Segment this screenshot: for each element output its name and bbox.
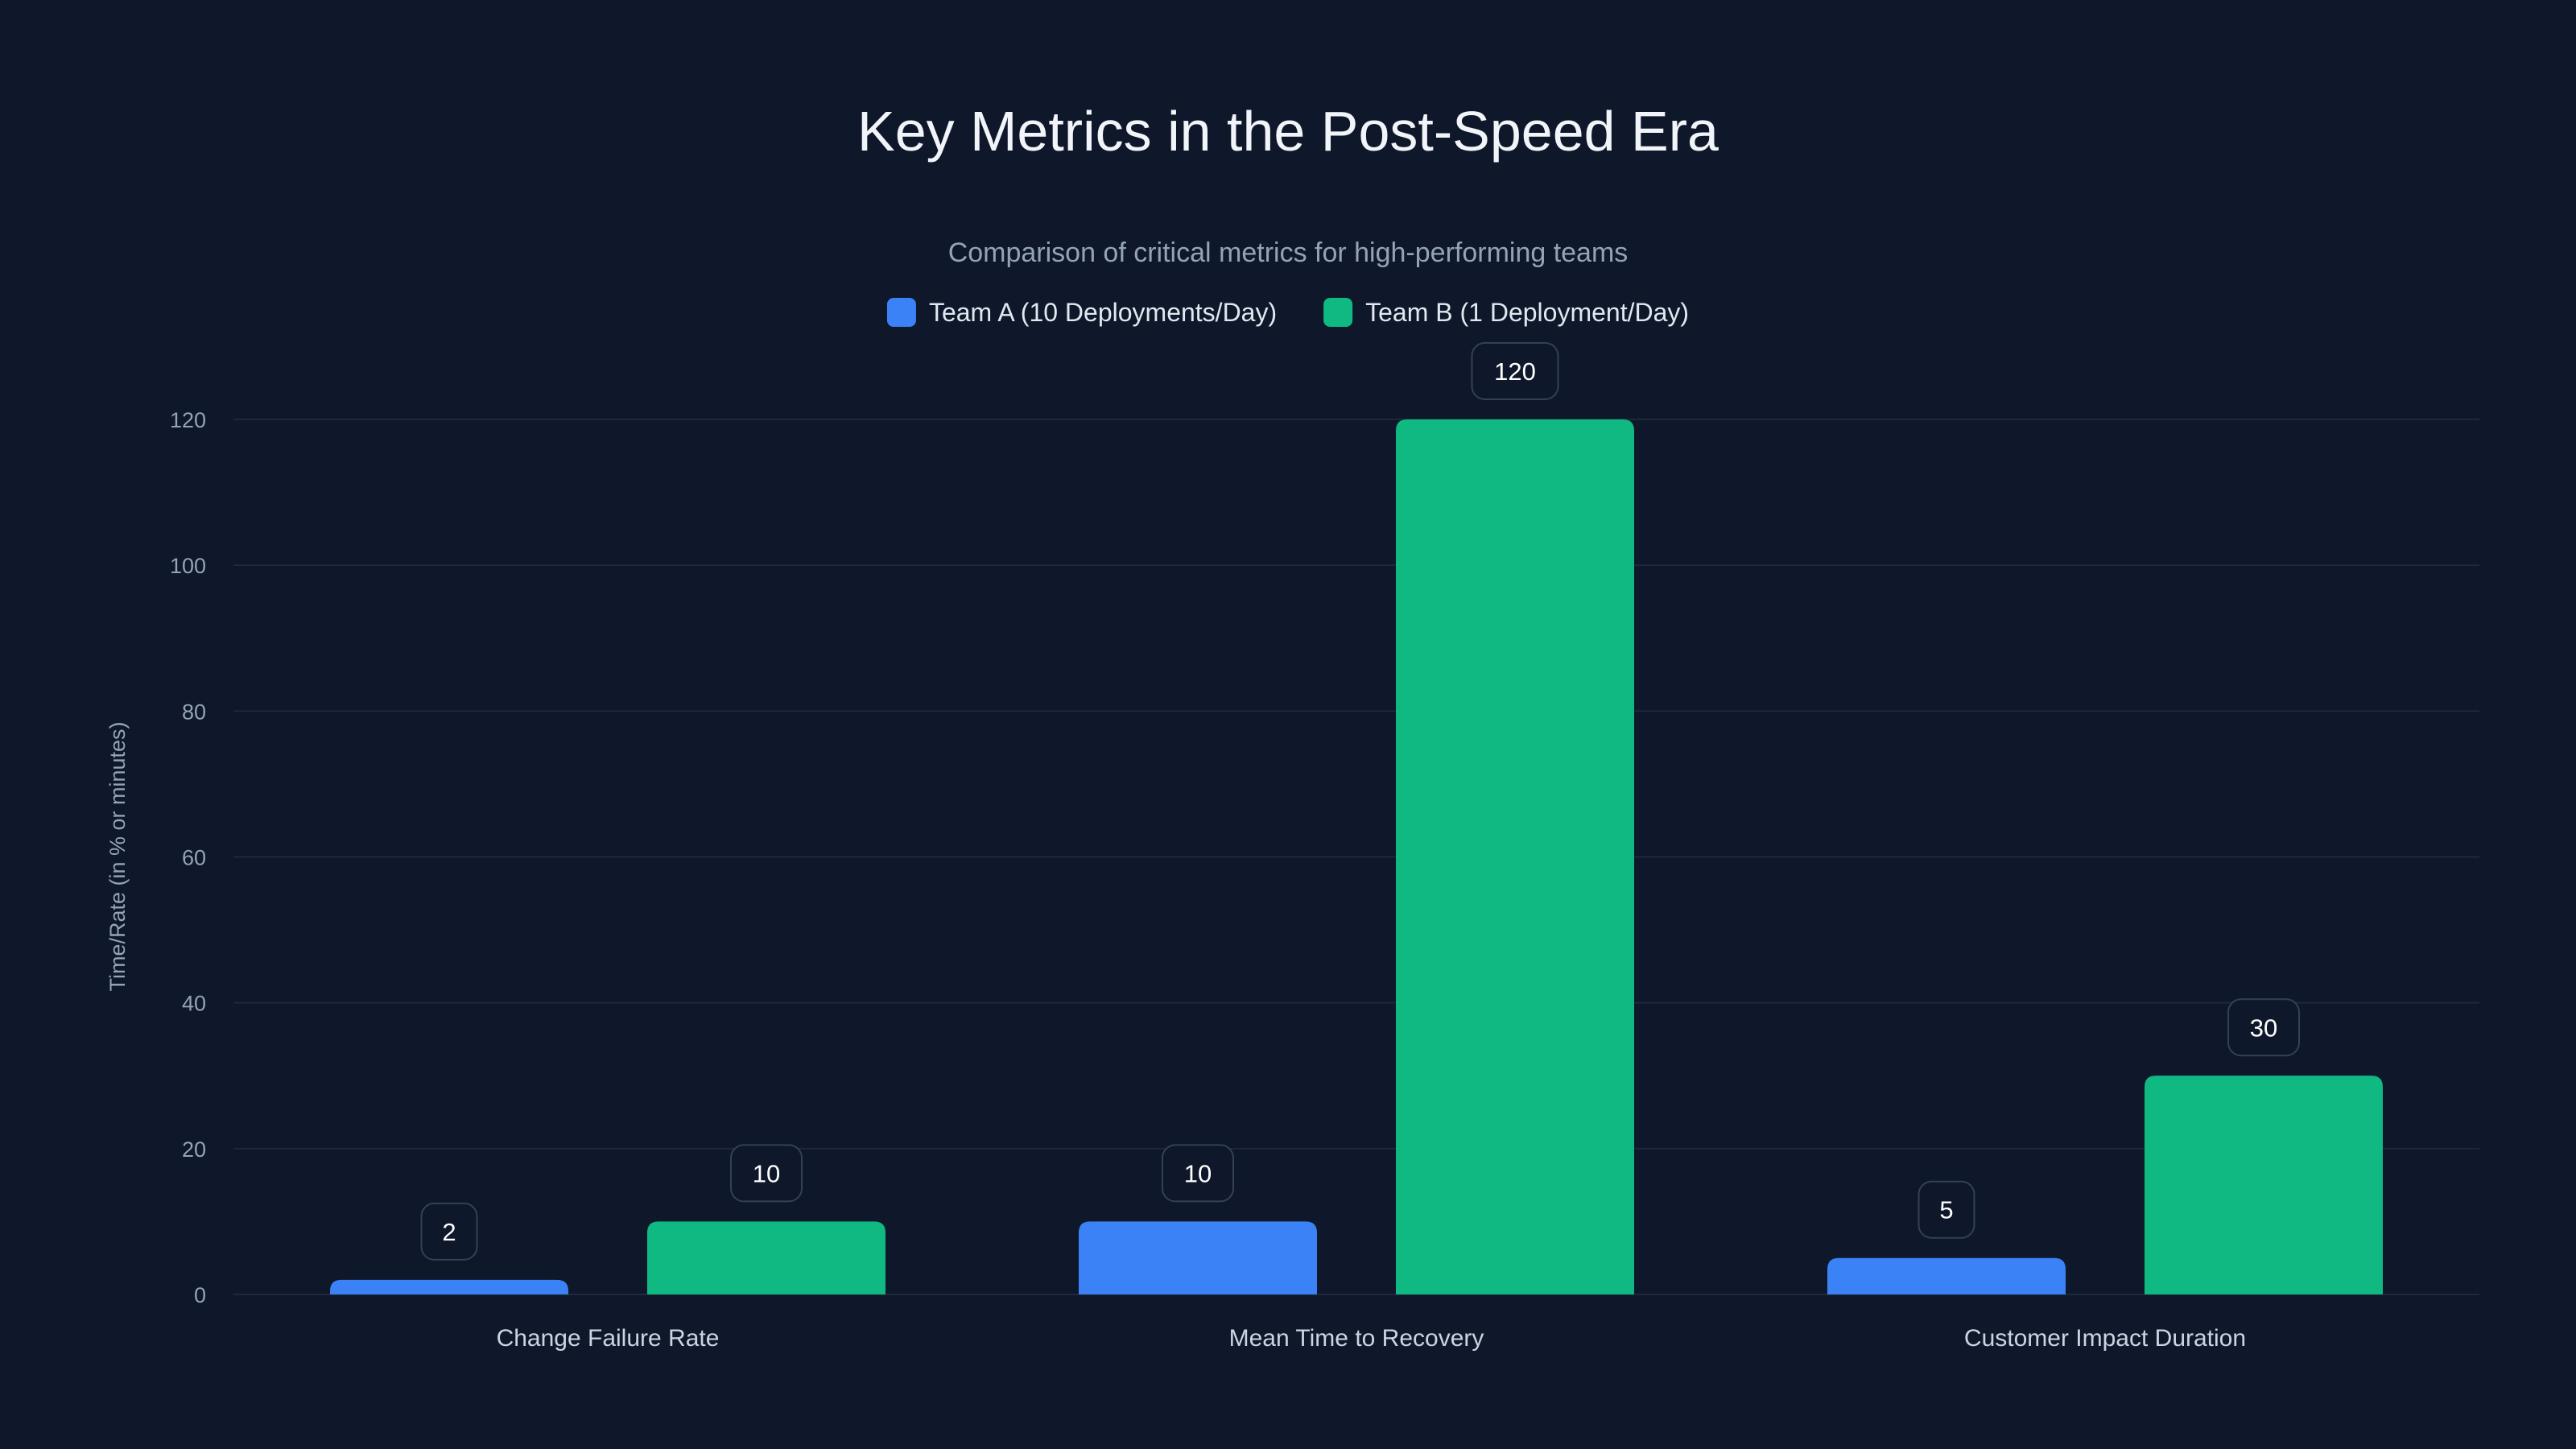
x-axis-ticks: Change Failure Rate Mean Time to Recovery… bbox=[497, 1325, 2246, 1352]
bar bbox=[1079, 1221, 1317, 1294]
data-label-box bbox=[730, 1144, 803, 1203]
y-tick-label: 80 bbox=[182, 700, 206, 724]
y-tick-label: 0 bbox=[194, 1283, 206, 1307]
x-tick-label: Customer Impact Duration bbox=[1964, 1325, 2246, 1352]
data-label-box bbox=[1162, 1144, 1234, 1203]
data-label: 10 bbox=[753, 1159, 780, 1187]
y-axis-ticks: 0 20 40 60 80 100 120 bbox=[170, 408, 206, 1307]
chart-title: Key Metrics in the Post-Speed Era bbox=[857, 100, 1719, 163]
data-label-box bbox=[1918, 1180, 1975, 1239]
chart-subtitle: Comparison of critical metrics for high-… bbox=[948, 237, 1629, 268]
data-label-box bbox=[1471, 342, 1559, 400]
legend-label: Team B (1 Deployment/Day) bbox=[1365, 298, 1689, 327]
data-labels: 2 10 10 120 5 30 bbox=[420, 342, 2300, 1261]
y-tick-label: 40 bbox=[182, 992, 206, 1016]
legend-swatch bbox=[886, 298, 916, 327]
legend-label: Team A (10 Deployments/Day) bbox=[929, 298, 1277, 327]
y-tick-label: 120 bbox=[170, 408, 206, 432]
data-label: 10 bbox=[1184, 1159, 1212, 1187]
bar bbox=[2145, 1075, 2383, 1294]
bar bbox=[1396, 419, 1634, 1294]
y-axis-label: Time/Rate (in % or minutes) bbox=[105, 721, 130, 991]
bar bbox=[330, 1279, 568, 1294]
data-label: 30 bbox=[2250, 1013, 2277, 1042]
data-label-box bbox=[2227, 998, 2300, 1057]
y-tick-label: 60 bbox=[182, 846, 206, 870]
bars bbox=[330, 419, 2383, 1294]
data-label-box bbox=[420, 1202, 478, 1261]
grid-lines bbox=[233, 419, 2479, 1295]
data-label: 5 bbox=[1939, 1196, 1953, 1224]
data-label: 120 bbox=[1494, 357, 1536, 386]
y-tick-label: 20 bbox=[182, 1137, 206, 1162]
bar bbox=[1827, 1257, 2066, 1294]
legend-swatch bbox=[1323, 298, 1353, 327]
x-tick-label: Change Failure Rate bbox=[497, 1325, 720, 1352]
data-label: 2 bbox=[442, 1218, 456, 1246]
legend: Team A (10 Deployments/Day) Team B (1 Dep… bbox=[886, 298, 1689, 327]
bar bbox=[647, 1221, 886, 1294]
x-tick-label: Mean Time to Recovery bbox=[1229, 1325, 1484, 1352]
y-tick-label: 100 bbox=[170, 554, 206, 578]
